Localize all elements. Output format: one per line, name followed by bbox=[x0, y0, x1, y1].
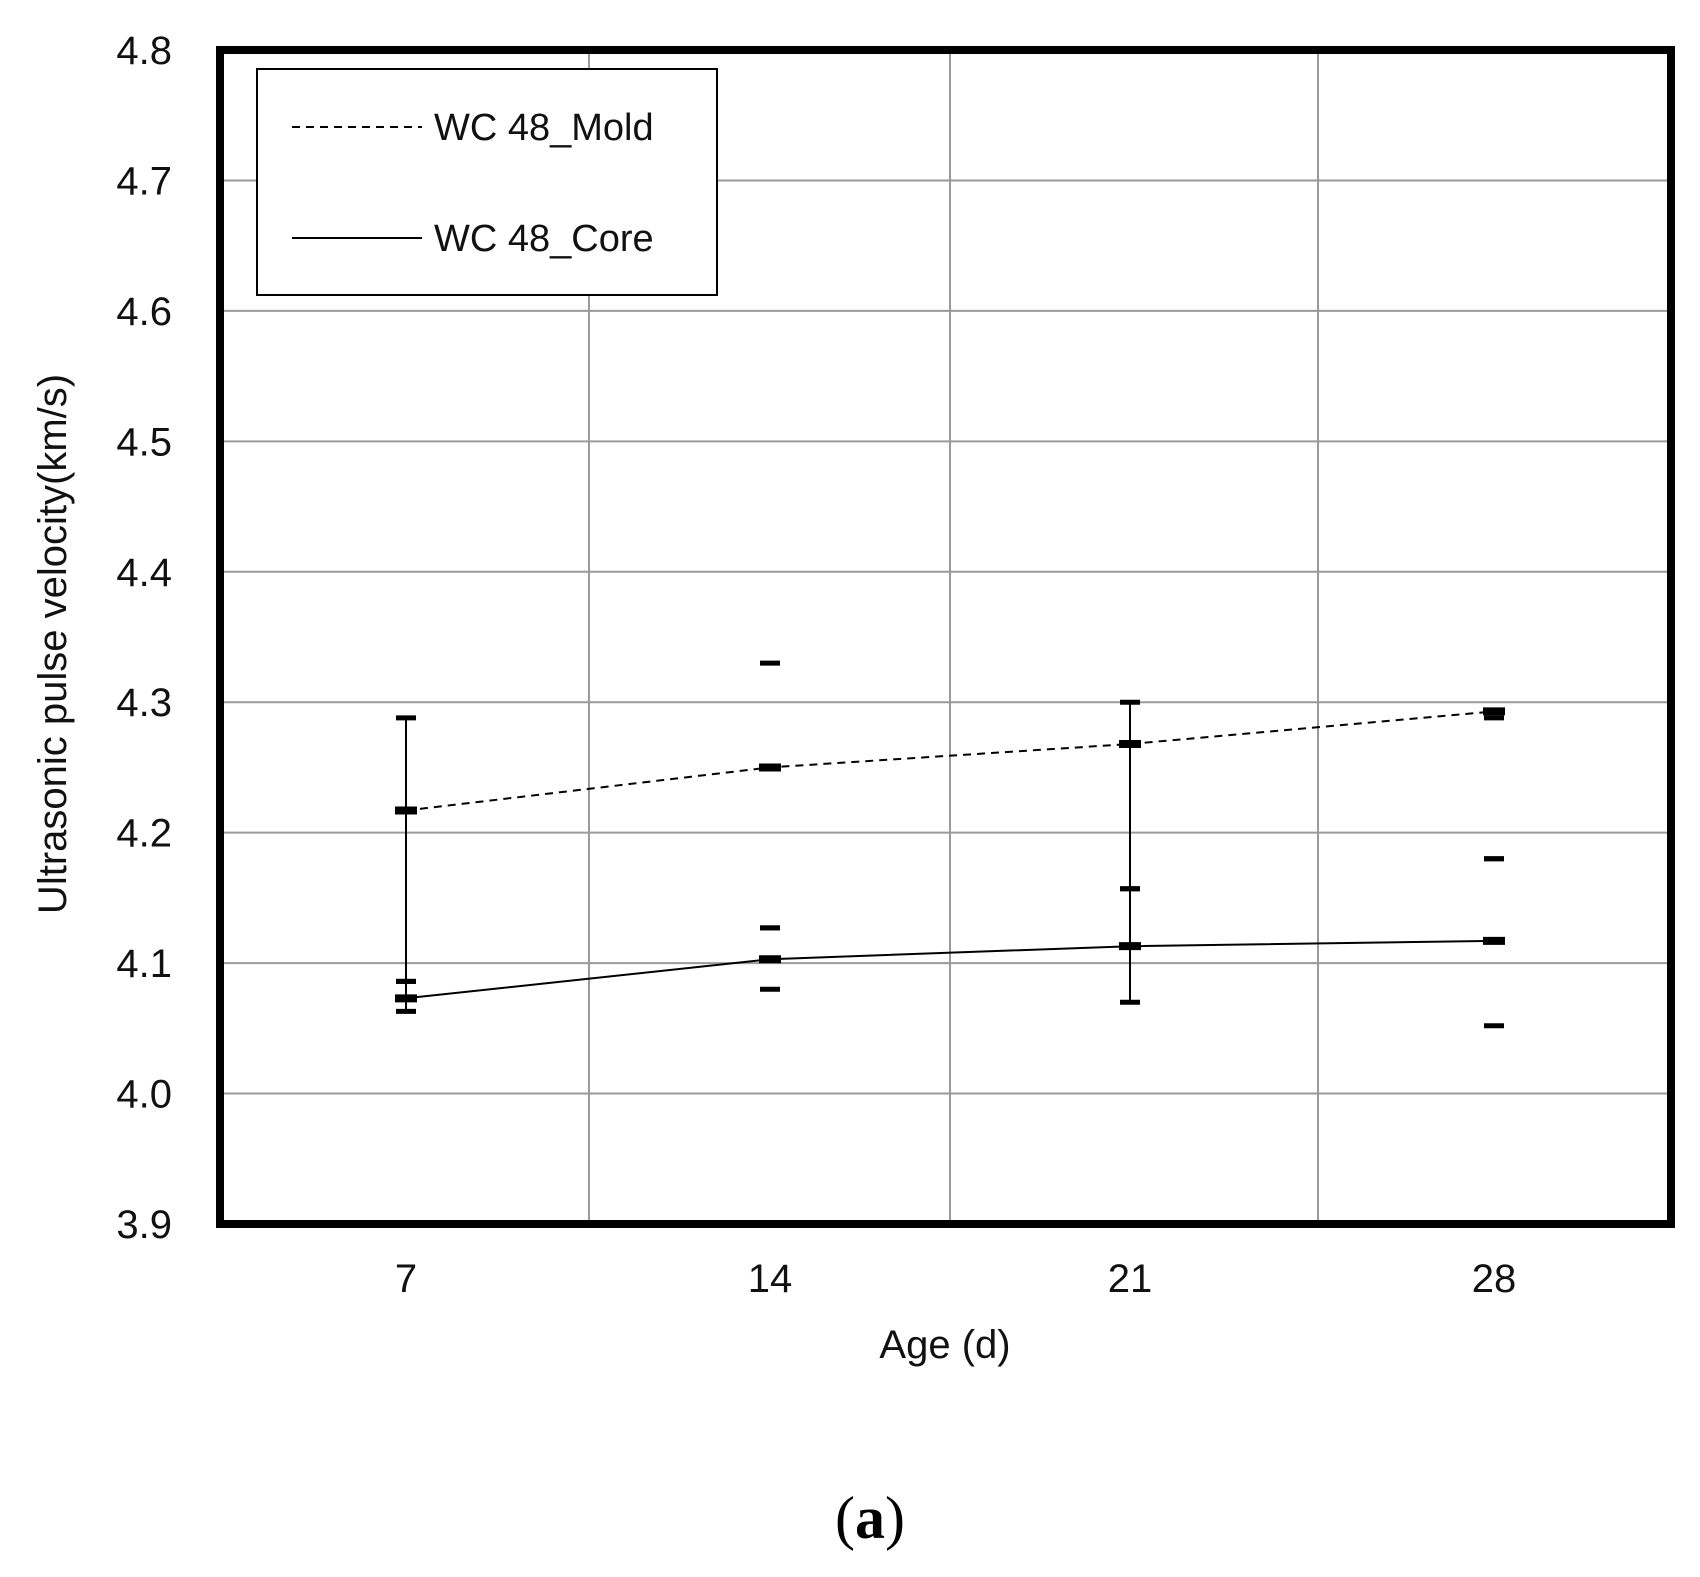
y-tick-label: 4.2 bbox=[116, 812, 172, 856]
legend: WC 48_Mold WC 48_Core bbox=[256, 68, 718, 296]
plot-frame bbox=[216, 46, 1675, 1228]
y-tick-label: 4.0 bbox=[116, 1073, 172, 1117]
legend-label-core: WC 48_Core bbox=[434, 218, 654, 260]
y-tick-label: 4.3 bbox=[116, 681, 172, 725]
x-tick-label: 14 bbox=[748, 1257, 793, 1301]
legend-label-mold: WC 48_Mold bbox=[434, 107, 654, 149]
y-axis-ticks: 3.9 4.0 4.1 4.2 4.3 4.4 4.5 4.6 4.7 4.8 bbox=[116, 29, 172, 1247]
y-tick-label: 4.1 bbox=[116, 942, 172, 986]
y-tick-label: 4.8 bbox=[116, 29, 172, 73]
y-tick-label: 4.6 bbox=[116, 290, 172, 334]
y-tick-label: 4.5 bbox=[116, 420, 172, 464]
caption-close-paren: ) bbox=[885, 1485, 905, 1551]
x-tick-label: 28 bbox=[1472, 1257, 1517, 1301]
figure-caption: (a) bbox=[835, 1485, 905, 1551]
x-tick-label: 7 bbox=[395, 1257, 417, 1301]
series-line-core bbox=[405, 939, 1495, 1000]
error-bars bbox=[396, 660, 1504, 1029]
caption-open-paren: ( bbox=[835, 1485, 855, 1551]
y-tick-label: 3.9 bbox=[116, 1203, 172, 1247]
x-axis-title: Age (d) bbox=[879, 1323, 1010, 1367]
y-tick-label: 4.7 bbox=[116, 159, 172, 203]
x-axis-ticks: 7 14 21 28 bbox=[395, 1257, 1516, 1301]
legend-box bbox=[256, 68, 718, 296]
caption-letter: a bbox=[855, 1485, 885, 1551]
gridlines bbox=[220, 50, 1671, 1224]
x-tick-label: 21 bbox=[1108, 1257, 1153, 1301]
y-tick-label: 4.4 bbox=[116, 551, 172, 595]
series-line-mold bbox=[405, 710, 1495, 812]
y-axis-title: Ultrasonic pulse velocity(km/s) bbox=[31, 374, 75, 914]
